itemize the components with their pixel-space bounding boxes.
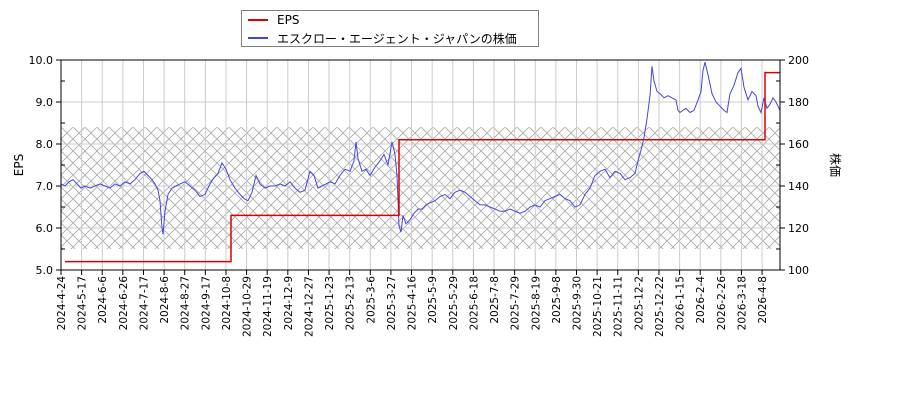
right-tick-label: 140 [788,180,809,193]
x-axis-ticks: 2024-4-24 2024-5-17 2024-6-6 2024-6-26 2024-… [56,270,769,337]
x-tick-label: 2024-5-17 [77,276,89,330]
x-tick-label: 2025-9-30 [572,276,584,330]
legend-swatch-eps [248,19,268,21]
left-tick-label: 7.0 [36,180,54,193]
x-tick-label: 2024-12-27 [303,276,315,337]
x-tick-label: 2024-6-26 [118,276,130,331]
grid-lines [61,60,780,270]
left-tick-label: 8.0 [36,138,54,151]
right-tick-label: 200 [788,54,809,67]
x-tick-label: 2025-11-11 [613,276,625,337]
x-tick-label: 2024-9-17 [200,276,212,330]
x-tick-label: 2025-12-2 [633,276,645,330]
x-tick-label: 2025-7-8 [489,276,501,324]
x-tick-label: 2024-8-6 [159,276,171,324]
x-tick-label: 2024-6-6 [97,276,109,324]
x-tick-label: 2025-2-13 [345,276,357,330]
eps-line [65,71,780,263]
x-tick-label: 2025-9-8 [551,276,563,324]
series-layer [61,61,780,263]
shaded-band [61,127,780,249]
x-tick-label: 2025-3-6 [365,276,377,324]
x-tick-label: 2025-3-27 [386,276,398,330]
x-tick-label: 2026-1-15 [675,276,687,330]
x-tick-label: 2024-11-19 [262,276,274,337]
right-tick-label: 180 [788,96,809,109]
x-tick-label: 2024-7-17 [138,276,150,330]
right-tick-label: 100 [788,264,809,277]
x-tick-label: 2025-8-19 [530,276,542,330]
x-tick-label: 2025-7-29 [510,276,522,330]
right-axis-ticks: 100 120 140 160 180 200 [776,54,809,277]
legend-item-eps: EPS [242,11,299,29]
left-tick-label: 6.0 [36,222,54,235]
left-tick-label: 10.0 [29,54,54,67]
right-axis-label: 株価 [828,153,843,177]
left-axis-ticks: 5.0 6.0 7.0 8.0 9.0 10.0 [29,54,65,277]
x-tick-label: 2025-5-9 [427,276,439,324]
left-axis-label: EPS [12,154,26,176]
x-tick-label: 2025-1-23 [324,276,336,330]
stock-price-line [61,61,780,235]
left-tick-label: 5.0 [36,264,54,277]
legend-label-eps: EPS [277,13,300,27]
legend: EPS エスクロー・エージェント・ジャパンの株価 [241,10,539,47]
x-tick-label: 2025-12-22 [654,276,666,337]
x-tick-label: 2024-10-29 [242,276,254,337]
legend-swatch-stock-price [248,37,268,39]
right-tick-label: 160 [788,138,809,151]
x-tick-label: 2026-4-8 [757,276,769,324]
right-tick-label: 120 [788,222,809,235]
x-tick-label: 2024-12-9 [283,276,295,330]
x-tick-label: 2025-5-29 [448,276,460,330]
legend-item-stock-price: エスクロー・エージェント・ジャパンの株価 [242,29,517,47]
x-tick-label: 2026-2-4 [695,276,707,324]
x-tick-label: 2024-8-27 [180,276,192,330]
x-tick-label: 2024-10-8 [221,276,233,330]
x-tick-label: 2025-4-16 [407,276,419,331]
x-tick-label: 2025-10-21 [592,276,604,337]
legend-label-stock-price: エスクロー・エージェント・ジャパンの株価 [277,31,517,46]
x-tick-label: 2025-6-18 [468,276,480,330]
left-tick-label: 9.0 [36,96,54,109]
x-tick-label: 2026-2-26 [716,276,728,331]
x-tick-label: 2026-3-18 [736,276,748,330]
x-tick-label: 2024-4-24 [56,276,68,331]
